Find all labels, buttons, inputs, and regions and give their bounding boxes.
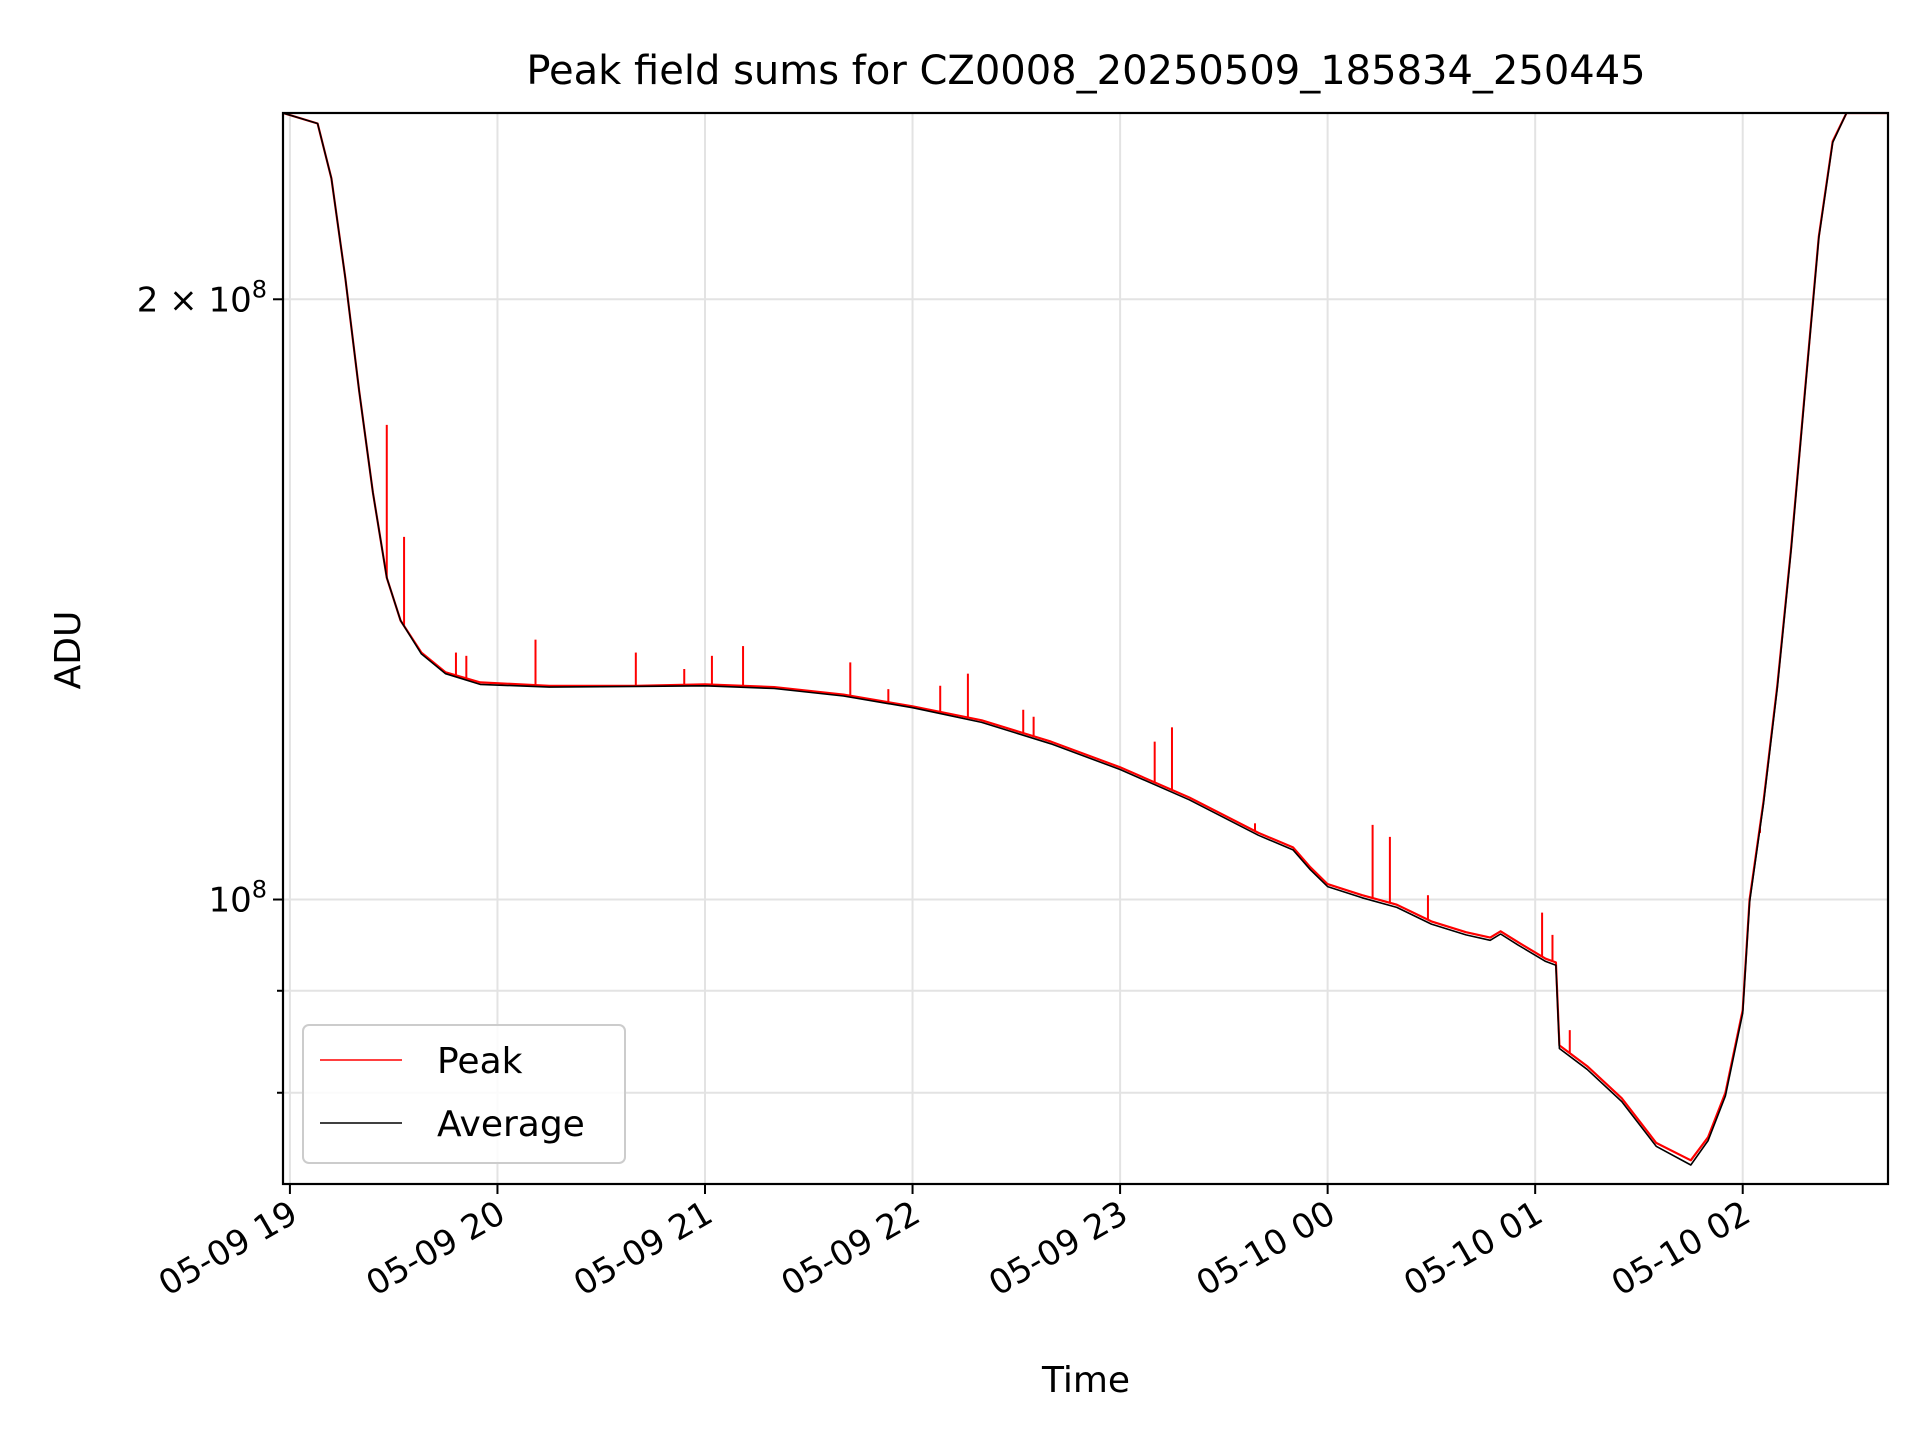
- series-area: [283, 113, 1888, 1166]
- grid: [283, 113, 1888, 1184]
- y-axis-label: ADU: [48, 611, 89, 690]
- series-line-average: [283, 113, 1888, 1166]
- y-axis: 108 2 × 108: [137, 275, 283, 1094]
- legend-label-average: Average: [437, 1104, 585, 1145]
- y-tick-label: 2 × 108: [137, 275, 267, 320]
- plot-frame: [281, 111, 1890, 1186]
- legend-label-peak: Peak: [437, 1041, 523, 1082]
- y-tick-label: 108: [208, 876, 267, 921]
- x-axis-label: Time: [1041, 1360, 1130, 1401]
- chart-title: Peak field sums for CZ0008_20250509_1858…: [526, 48, 1645, 94]
- legend: Peak Average: [302, 1024, 626, 1164]
